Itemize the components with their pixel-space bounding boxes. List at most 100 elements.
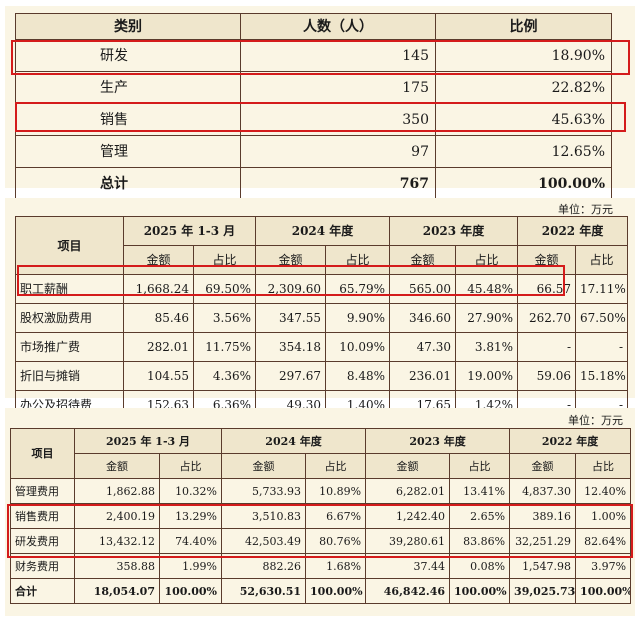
amount-cell: 46,842.46 <box>365 578 451 604</box>
ratio-cell: 100.00% <box>305 578 367 604</box>
amount-cell: 59.06 <box>517 361 577 391</box>
item-cell: 职工薪酬 <box>15 274 124 304</box>
amount-cell: 39,025.73 <box>509 578 577 604</box>
table-row: 管理费用 1,862.88 10.32% 5,733.93 10.89% 6,282.01… <box>10 478 632 504</box>
amount-cell: 3,510.83 <box>221 503 307 529</box>
amount-subheader: 金额 <box>389 245 457 275</box>
category-cell: 生产 <box>15 71 241 104</box>
headcount-cell: 767 <box>240 167 436 200</box>
amount-cell: 39,280.61 <box>365 528 451 554</box>
ratio-cell: 1.99% <box>158 553 223 579</box>
category-cell: 总计 <box>15 167 241 200</box>
amount-cell: 236.01 <box>389 361 457 391</box>
ratio-cell: 3.81% <box>455 332 519 362</box>
item-cell: 销售费用 <box>10 503 75 529</box>
amount-cell: 347.55 <box>255 303 326 333</box>
period-header: 2022 年度 <box>517 216 629 246</box>
amount-cell: 2,400.19 <box>74 503 160 529</box>
amount-cell: 565.00 <box>389 274 457 304</box>
category-cell: 管理 <box>15 135 241 168</box>
ratio-cell: 13.29% <box>158 503 223 529</box>
amount-cell: 346.60 <box>389 303 457 333</box>
headcount-cell: 175 <box>240 71 436 104</box>
column-header-item: 项目 <box>15 216 124 275</box>
ratio-cell: 2.65% <box>449 503 511 529</box>
period-header: 2025 年 1-3 月 <box>73 428 223 454</box>
category-cell: 销售 <box>15 103 241 136</box>
amount-cell: 66.57 <box>517 274 577 304</box>
headcount-cell: 145 <box>240 39 436 72</box>
ratio-cell: 11.75% <box>193 332 256 362</box>
amount-cell: 1,547.98 <box>509 553 577 579</box>
ratio-cell: 0.08% <box>449 553 511 579</box>
amount-cell: 1,862.88 <box>74 478 160 504</box>
table-row: 折旧与摊销 104.55 4.36% 297.67 8.48% 236.01 19.00% 5… <box>15 361 629 391</box>
item-cell: 合计 <box>10 578 75 604</box>
ratio-cell: 12.65% <box>435 135 612 168</box>
period-header: 2024 年度 <box>221 428 367 454</box>
period-header: 2024 年度 <box>254 216 391 246</box>
ratio-subheader: 占比 <box>455 245 519 275</box>
amount-subheader: 金额 <box>509 453 577 479</box>
amount-subheader: 金额 <box>123 245 194 275</box>
ratio-subheader: 占比 <box>449 453 511 479</box>
amount-cell: - <box>517 332 577 362</box>
table-row: 研发费用 13,432.12 74.40% 42,503.49 80.76% 39,280… <box>10 528 632 554</box>
headcount-panel: 类别 人数（人） 比例 研发 145 18.90% 生产 175 22.82% … <box>5 6 635 200</box>
ratio-cell: 10.89% <box>305 478 367 504</box>
ratio-cell: 18.90% <box>435 39 612 72</box>
ratio-cell: 100.00% <box>575 578 632 604</box>
amount-cell: 47.30 <box>389 332 457 362</box>
expense-summary-panel: 单位：万元 项目 2025 年 1-3 月 2024 年度 2023 年度 20… <box>5 408 635 616</box>
ratio-cell: 45.63% <box>435 103 612 136</box>
cost-breakdown-table: 项目 2025 年 1-3 月 2024 年度 2023 年度 2022 年度 … <box>15 216 629 420</box>
amount-cell: 37.44 <box>365 553 451 579</box>
ratio-cell: 3.56% <box>193 303 256 333</box>
column-header-item: 项目 <box>10 428 75 479</box>
amount-cell: 85.46 <box>123 303 194 333</box>
amount-cell: 18,054.07 <box>74 578 160 604</box>
headcount-cell: 97 <box>240 135 436 168</box>
table-row: 管理 97 12.65% <box>15 135 612 168</box>
table-row: 股权激励费用 85.46 3.56% 347.55 9.90% 346.60 27.90% 2… <box>15 303 629 333</box>
ratio-cell: 15.18% <box>575 361 629 391</box>
amount-cell: 2,309.60 <box>255 274 326 304</box>
ratio-subheader: 占比 <box>324 245 391 275</box>
ratio-cell: 100.00% <box>158 578 223 604</box>
amount-cell: 358.88 <box>74 553 160 579</box>
amount-cell: 882.26 <box>221 553 307 579</box>
ratio-cell: 1.00% <box>575 503 632 529</box>
ratio-cell: 1.68% <box>305 553 367 579</box>
ratio-cell: 74.40% <box>158 528 223 554</box>
ratio-cell: 45.48% <box>455 274 519 304</box>
ratio-cell: 19.00% <box>455 361 519 391</box>
item-cell: 折旧与摊销 <box>15 361 124 391</box>
amount-cell: 32,251.29 <box>509 528 577 554</box>
item-cell: 市场推广费 <box>15 332 124 362</box>
headcount-cell: 350 <box>240 103 436 136</box>
ratio-cell: 13.41% <box>449 478 511 504</box>
ratio-cell: 69.50% <box>193 274 256 304</box>
table-header-row: 类别 人数（人） 比例 <box>15 13 612 40</box>
period-header: 2023 年度 <box>365 428 511 454</box>
ratio-subheader: 占比 <box>575 245 629 275</box>
amount-subheader: 金额 <box>74 453 160 479</box>
table-subheader-row: 金额 占比 金额 占比 金额 占比 金额 占比 <box>16 245 629 275</box>
ratio-cell: 12.40% <box>575 478 632 504</box>
item-cell: 管理费用 <box>10 478 75 504</box>
amount-cell: 104.55 <box>123 361 194 391</box>
amount-subheader: 金额 <box>365 453 451 479</box>
table-header-row: 项目 2025 年 1-3 月 2024 年度 2023 年度 2022 年度 <box>15 216 629 275</box>
cost-breakdown-panel: 单位：万元 项目 2025 年 1-3 月 2024 年度 2023 年度 20… <box>5 198 635 420</box>
ratio-cell: 10.32% <box>158 478 223 504</box>
period-header: 2025 年 1-3 月 <box>123 216 256 246</box>
ratio-cell: 8.48% <box>324 361 391 391</box>
ratio-subheader: 占比 <box>575 453 632 479</box>
ratio-cell: 27.90% <box>455 303 519 333</box>
ratio-cell: 67.50% <box>575 303 629 333</box>
table-subheader-row: 金额 占比 金额 占比 金额 占比 金额 占比 <box>11 453 632 479</box>
period-header: 2023 年度 <box>389 216 519 246</box>
ratio-cell: 3.97% <box>575 553 632 579</box>
amount-subheader: 金额 <box>221 453 307 479</box>
period-header: 2022 年度 <box>509 428 632 454</box>
